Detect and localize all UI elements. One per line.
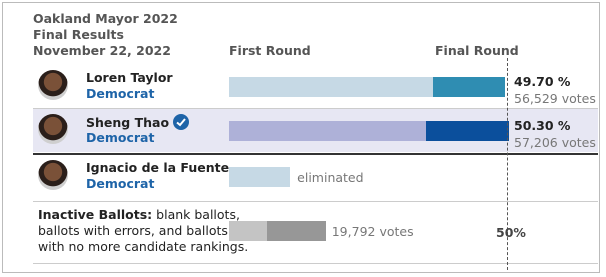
page: Oakland Mayor 2022 Final Results Novembe… <box>0 0 606 277</box>
share-label: 50.30 % <box>514 118 570 133</box>
avatar <box>38 160 68 190</box>
votes-label: 19,792 votes <box>332 224 414 239</box>
avatar <box>38 114 68 144</box>
inactive-text: with no more candidate rankings. <box>38 239 248 254</box>
votes-label: 56,529 votes <box>514 91 596 106</box>
winner-check <box>173 114 189 130</box>
first-round-bar <box>229 77 433 97</box>
first-round-bar <box>229 121 426 141</box>
votes-label: 57,206 votes <box>514 135 596 150</box>
inactive-text: blank ballots, <box>156 207 240 222</box>
avatar <box>38 70 68 100</box>
row-separator <box>33 263 598 264</box>
share-label: 49.70 % <box>514 74 570 89</box>
final-round-bar <box>267 221 326 241</box>
status-label: eliminated <box>297 170 363 185</box>
candidate-name: Loren Taylor <box>86 70 173 85</box>
title: Oakland Mayor 2022 <box>33 11 178 26</box>
column-header: First Round <box>229 43 311 58</box>
first-round-bar <box>229 167 290 187</box>
party: Democrat <box>86 86 154 101</box>
candidate-name: Sheng Thao <box>86 114 189 130</box>
inactive-label: Inactive Ballots: blank ballots, <box>38 207 240 222</box>
party: Democrat <box>86 176 154 191</box>
final-round-bar <box>426 121 509 141</box>
column-header: Final Round <box>435 43 519 58</box>
inactive-text: ballots with errors, and ballots <box>38 223 228 238</box>
first-round-bar <box>229 221 267 241</box>
inactive-heading: Inactive Ballots: <box>38 207 152 222</box>
date: November 22, 2022 <box>33 43 171 58</box>
party: Democrat <box>86 130 154 145</box>
candidate-name: Ignacio de la Fuente <box>86 160 229 175</box>
row-separator <box>33 153 598 155</box>
final-round-bar <box>433 77 505 97</box>
row-separator <box>33 108 598 109</box>
row-separator <box>33 201 598 202</box>
majority-label: 50% <box>496 225 526 240</box>
subtitle: Final Results <box>33 27 124 42</box>
